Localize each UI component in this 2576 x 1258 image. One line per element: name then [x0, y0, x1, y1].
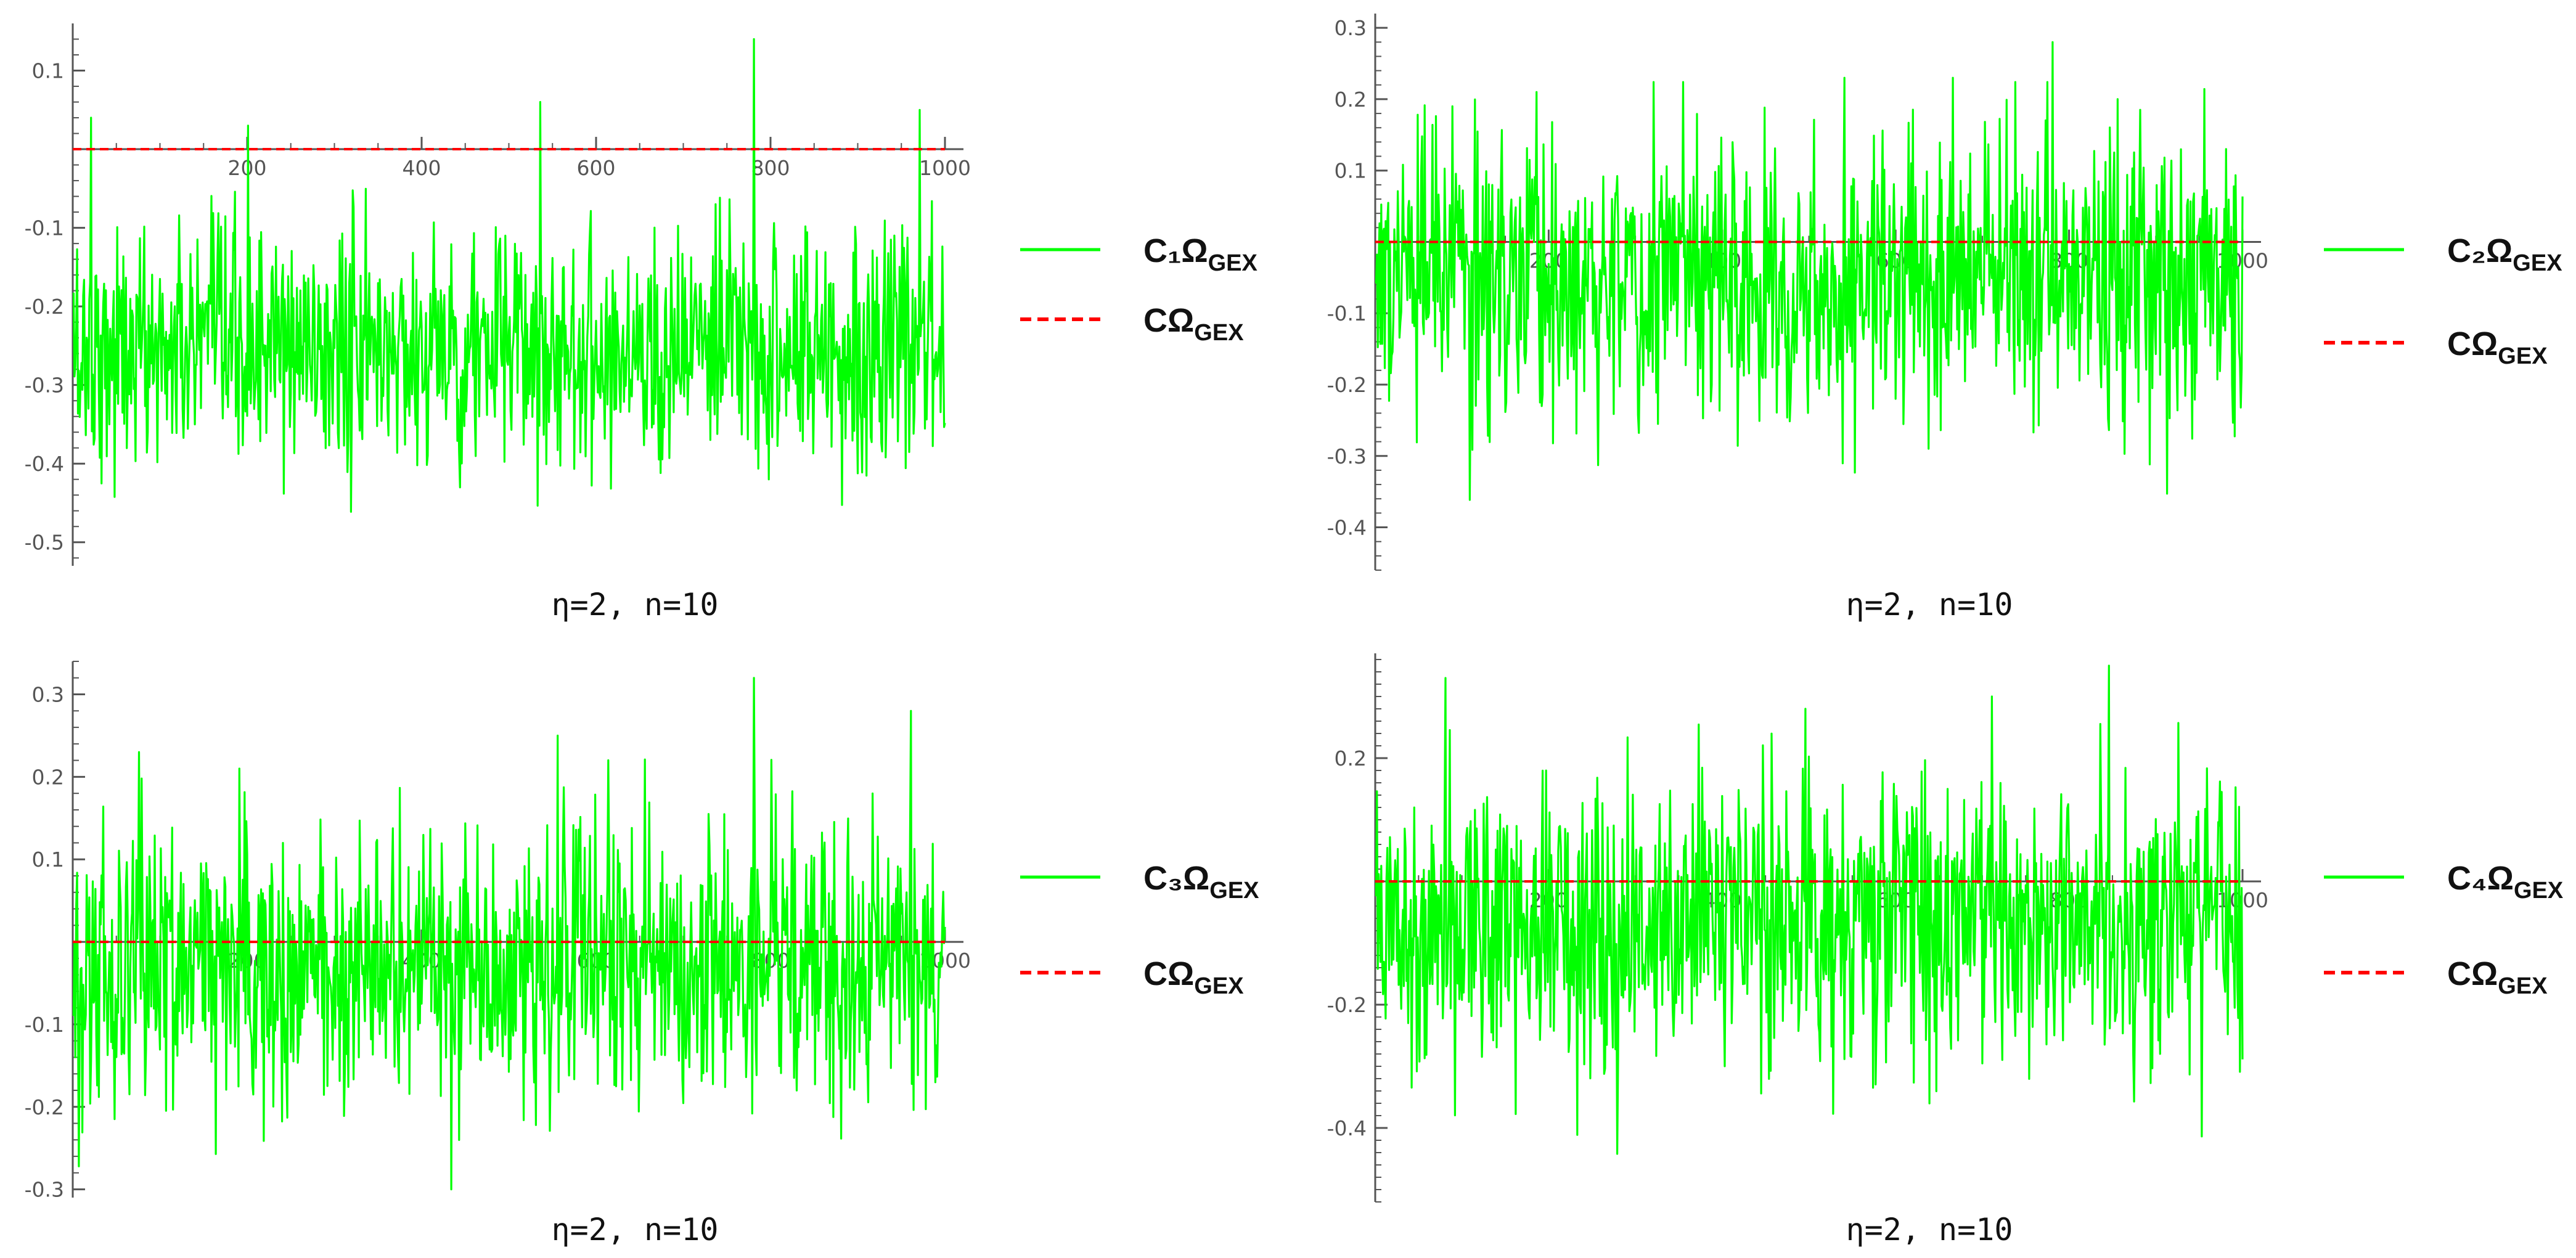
x-tick-label: 1000	[919, 156, 971, 180]
y-tick-label: -0.4	[1327, 516, 1367, 540]
legend-label-sub: GEX	[2513, 250, 2562, 276]
y-tick-label: 0.2	[32, 765, 64, 789]
y-tick-label: 0.1	[32, 848, 64, 872]
x-tick-label: 800	[751, 156, 790, 180]
legend-label-sub: GEX	[2514, 878, 2564, 904]
legend-label: C₄ΩGEX	[2447, 860, 2564, 904]
legend-label-sub: GEX	[2498, 343, 2548, 369]
legend-label: CΩGEX	[2447, 325, 2548, 369]
legend-label-sub: GEX	[1194, 320, 1244, 346]
legend-label-main: C₂Ω	[2447, 232, 2513, 269]
y-tick-label: 0.3	[32, 683, 64, 707]
y-tick-label: 0.3	[1335, 16, 1367, 40]
y-tick-label: -0.4	[25, 452, 64, 476]
y-tick-label: -0.1	[1327, 301, 1367, 325]
series-line-noisy	[1375, 41, 2244, 501]
legend-label-main: CΩ	[1143, 302, 1194, 339]
legend-label: C₃ΩGEX	[1143, 860, 1259, 904]
legend-label-main: C₃Ω	[1143, 860, 1209, 897]
legend-label: CΩGEX	[1143, 302, 1244, 346]
y-tick-label: -0.3	[25, 1178, 64, 1202]
y-tick-label: 0.2	[1335, 746, 1367, 770]
legend-label: CΩGEX	[2447, 955, 2548, 999]
legend-label-main: CΩ	[2447, 325, 2498, 362]
y-tick-label: -0.4	[1327, 1116, 1367, 1140]
y-tick-label: -0.2	[25, 1095, 64, 1119]
panel-caption: η=2, n=10	[552, 1212, 719, 1248]
legend-label-main: C₄Ω	[2447, 860, 2514, 897]
legend-label-sub: GEX	[1194, 973, 1244, 999]
legend-label-sub: GEX	[1209, 878, 1259, 904]
y-tick-label: -0.1	[25, 216, 64, 240]
legend-label-main: C₁Ω	[1143, 232, 1208, 269]
x-tick-label: 600	[577, 156, 616, 180]
y-tick-label: -0.2	[25, 295, 64, 319]
legend-label: C₁ΩGEX	[1143, 232, 1258, 276]
y-tick-label: -0.5	[25, 531, 64, 555]
y-tick-label: 0.1	[1335, 159, 1367, 183]
panel-caption: η=2, n=10	[552, 587, 719, 623]
legend-label-main: CΩ	[1143, 955, 1194, 992]
x-tick-label: 400	[403, 156, 441, 180]
legend-label: C₂ΩGEX	[2447, 232, 2562, 276]
y-tick-label: -0.2	[1327, 993, 1367, 1017]
legend-label-sub: GEX	[1208, 250, 1258, 276]
legend-label-sub: GEX	[2498, 973, 2548, 999]
panel-caption: η=2, n=10	[1846, 1212, 2013, 1248]
y-tick-label: 0.2	[1335, 88, 1367, 112]
panel-caption: η=2, n=10	[1846, 587, 2013, 623]
y-tick-label: 0.1	[32, 59, 64, 83]
y-tick-label: -0.3	[25, 374, 64, 398]
legend-label: CΩGEX	[1143, 955, 1244, 999]
series-line-noisy	[1375, 664, 2244, 1155]
y-tick-label: -0.3	[1327, 444, 1367, 468]
y-tick-label: -0.1	[25, 1013, 64, 1037]
series-line-noisy	[72, 38, 946, 513]
y-tick-label: -0.2	[1327, 373, 1367, 397]
series-line-noisy	[72, 677, 946, 1191]
legend-label-main: CΩ	[2447, 955, 2498, 992]
